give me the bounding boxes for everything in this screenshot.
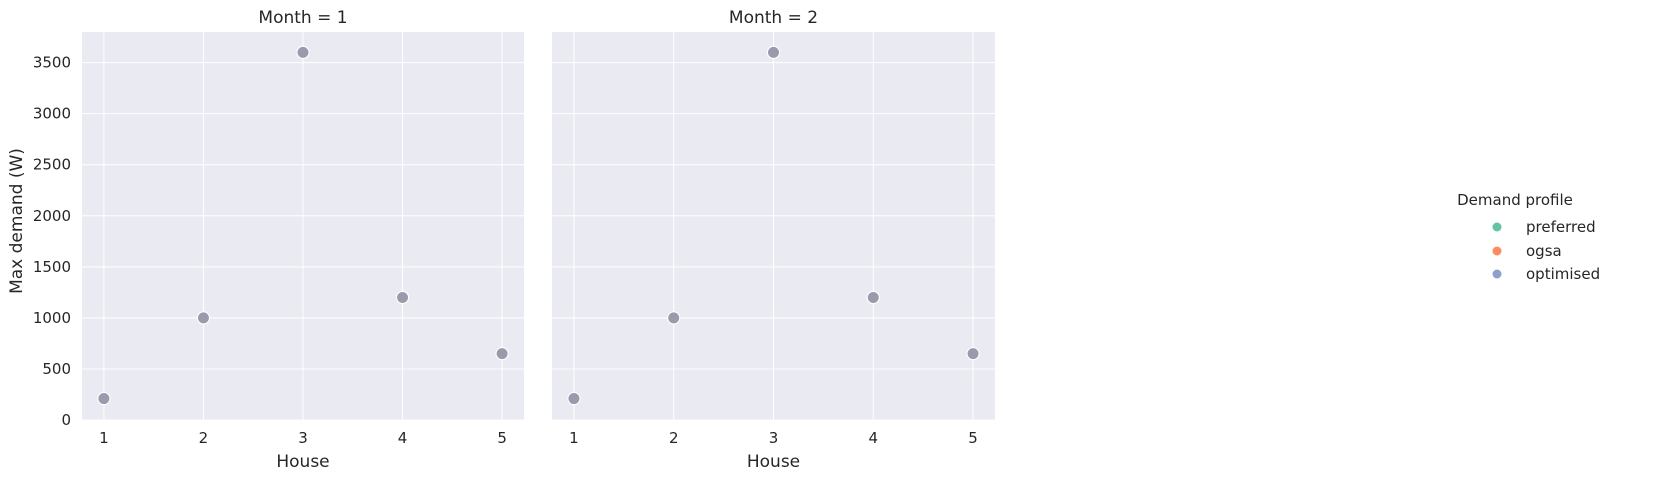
legend-marker-optimised	[1492, 269, 1502, 279]
y-tick-label: 1000	[33, 309, 71, 327]
panel-title: Month = 2	[729, 8, 818, 28]
panel-title: Month = 1	[258, 8, 347, 28]
x-tick-label: 5	[497, 429, 507, 447]
legend-item-optimised: optimised	[1492, 265, 1600, 283]
y-tick-label: 0	[61, 411, 71, 429]
data-point-optimised	[667, 311, 681, 325]
y-tick-label: 3500	[33, 54, 71, 72]
x-tick-label: 4	[398, 429, 408, 447]
legend-item-preferred: preferred	[1492, 218, 1596, 236]
y-tick-label: 500	[42, 360, 71, 378]
x-axis-label: House	[276, 452, 329, 472]
x-tick-label: 1	[99, 429, 109, 447]
x-tick-label: 2	[199, 429, 209, 447]
x-tick-label: 3	[769, 429, 779, 447]
data-point-optimised	[196, 311, 210, 325]
y-axis-label: Max demand (W)	[7, 148, 27, 294]
facet-panels: Month = 11 2 3 4 505001000150020002500300035…	[33, 8, 995, 472]
y-tick-label: 2500	[33, 156, 71, 174]
y-tick-label: 2000	[33, 207, 71, 225]
legend-label-preferred: preferred	[1526, 218, 1596, 236]
x-tick-label: 3	[298, 429, 308, 447]
data-point-optimised	[396, 290, 410, 304]
data-point-optimised	[296, 45, 310, 59]
legend-label-ogsa: ogsa	[1526, 242, 1562, 260]
x-tick-label: 1	[569, 429, 579, 447]
data-point-optimised	[866, 290, 880, 304]
facet-panel-1: Month = 1 1 2 3 4 5 0 500 1000 1500 2000 2500 3000 35…	[33, 8, 524, 472]
facet-panel-2: Month = 2 1 2 3 4 5 House	[552, 8, 995, 472]
y-tick-label: 1500	[33, 258, 71, 276]
data-point-optimised	[966, 347, 980, 361]
legend-label-optimised: optimised	[1526, 265, 1600, 283]
x-axis-label: House	[747, 452, 800, 472]
data-point-optimised	[495, 347, 509, 361]
y-tick-label: 3000	[33, 105, 71, 123]
x-tick-label: 2	[669, 429, 679, 447]
data-point-optimised	[767, 45, 780, 59]
legend-title: Demand profile	[1457, 191, 1573, 209]
legend-marker-preferred	[1492, 222, 1502, 232]
data-point-optimised	[97, 392, 111, 406]
legend-marker-ogsa	[1492, 246, 1502, 256]
legend-item-ogsa: ogsa	[1492, 242, 1562, 260]
legend: Demand profile preferred ogsa optimised	[1457, 191, 1600, 283]
x-tick-label: 4	[869, 429, 879, 447]
data-point-optimised	[567, 392, 581, 406]
x-tick-label: 5	[968, 429, 978, 447]
